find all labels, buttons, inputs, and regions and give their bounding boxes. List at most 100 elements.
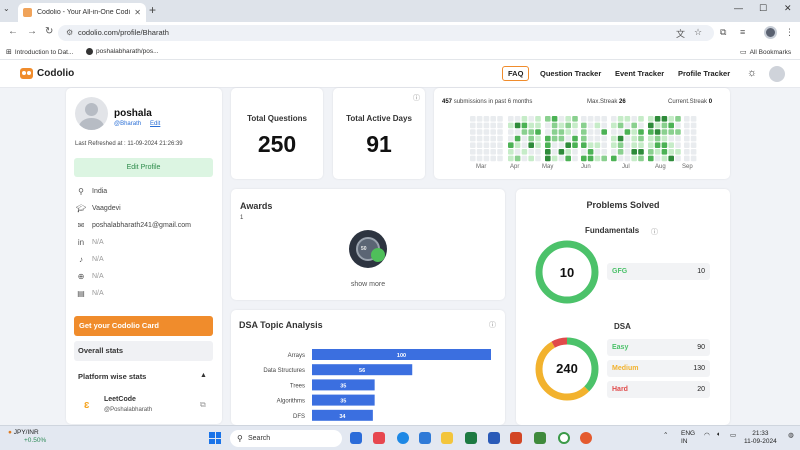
heatmap-cell[interactable]: [565, 149, 571, 155]
heatmap-cell[interactable]: [476, 149, 483, 155]
heatmap-cell[interactable]: [594, 142, 601, 148]
heatmap-cell[interactable]: [528, 142, 534, 148]
chrome-menu-icon[interactable]: ⋮: [785, 27, 794, 37]
heatmap-cell[interactable]: [476, 135, 483, 142]
heatmap-cell[interactable]: [611, 155, 617, 162]
heatmap-cell[interactable]: [690, 116, 697, 122]
heatmap-cell[interactable]: [587, 116, 594, 122]
heatmap-cell[interactable]: [594, 116, 601, 122]
heatmap-cell[interactable]: [545, 122, 551, 129]
edit-handle-link[interactable]: Edit: [150, 121, 161, 127]
heatmap-cell[interactable]: [476, 155, 483, 162]
dsa-bar[interactable]: [312, 379, 375, 391]
bookmark-item[interactable]: ⊞ Introduction to Dat...: [6, 48, 73, 57]
heatmap-cell[interactable]: [558, 116, 565, 122]
new-tab-icon[interactable]: +: [149, 3, 157, 17]
heatmap-cell[interactable]: [668, 135, 674, 142]
heatmap-cell[interactable]: [528, 129, 534, 135]
chrome-icon[interactable]: [580, 432, 592, 444]
heatmap-cell[interactable]: [535, 142, 541, 148]
heatmap-cell[interactable]: [508, 155, 514, 162]
heatmap-cell[interactable]: [668, 129, 674, 135]
heatmap-cell[interactable]: [638, 129, 644, 135]
heatmap-cell[interactable]: [624, 135, 631, 142]
heatmap-cell[interactable]: [594, 129, 601, 135]
heatmap-cell[interactable]: [572, 129, 578, 135]
heatmap-cell[interactable]: [684, 116, 690, 122]
heatmap-cell[interactable]: [470, 142, 476, 148]
heatmap-cell[interactable]: [483, 155, 490, 162]
heatmap-cell[interactable]: [551, 142, 558, 148]
external-link-icon[interactable]: ⧉: [200, 400, 206, 409]
heatmap-cell[interactable]: [558, 135, 565, 142]
heatmap-cell[interactable]: [661, 142, 668, 148]
heatmap-cell[interactable]: [483, 142, 490, 148]
all-bookmarks[interactable]: ▭ All Bookmarks: [740, 48, 791, 57]
heatmap-cell[interactable]: [631, 142, 637, 148]
browser-profile-avatar[interactable]: [764, 26, 777, 39]
heatmap-cell[interactable]: [581, 142, 587, 148]
heatmap-cell[interactable]: [476, 122, 483, 129]
language-indicator[interactable]: ENG IN: [681, 430, 695, 446]
heatmap-cell[interactable]: [490, 122, 496, 129]
heatmap-cell[interactable]: [648, 155, 654, 162]
heatmap-cell[interactable]: [558, 149, 565, 155]
heatmap-cell[interactable]: [483, 129, 490, 135]
heatmap-cell[interactable]: [675, 135, 681, 142]
heatmap-cell[interactable]: [514, 129, 521, 135]
dsa-bar[interactable]: [312, 364, 413, 376]
heatmap-cell[interactable]: [470, 155, 476, 162]
heatmap-cell[interactable]: [654, 135, 661, 142]
bookmark-item[interactable]: poshalabharath/pos...: [86, 48, 159, 55]
heatmap-cell[interactable]: [476, 129, 483, 135]
heatmap-cell[interactable]: [684, 135, 690, 142]
heatmap-cell[interactable]: [661, 116, 668, 122]
heatmap-cell[interactable]: [601, 155, 607, 162]
heatmap-cell[interactable]: [558, 129, 565, 135]
heatmap-cell[interactable]: [470, 149, 476, 155]
heatmap-cell[interactable]: [514, 155, 521, 162]
windows-start-icon[interactable]: [209, 432, 221, 444]
award-badge-icon[interactable]: 50: [349, 230, 387, 268]
heatmap-cell[interactable]: [508, 142, 514, 148]
heatmap-cell[interactable]: [483, 116, 490, 122]
heatmap-cell[interactable]: [654, 122, 661, 129]
wifi-icon[interactable]: ◠: [704, 432, 710, 439]
heatmap-cell[interactable]: [594, 122, 601, 129]
heatmap-cell[interactable]: [617, 149, 624, 155]
heatmap-cell[interactable]: [490, 149, 496, 155]
heatmap-cell[interactable]: [611, 116, 617, 122]
heatmap-cell[interactable]: [490, 135, 496, 142]
heatmap-cell[interactable]: [611, 122, 617, 129]
heatmap-cell[interactable]: [654, 129, 661, 135]
heatmap-cell[interactable]: [624, 142, 631, 148]
heatmap-cell[interactable]: [497, 122, 503, 129]
nav-event-tracker[interactable]: Event Tracker: [615, 69, 665, 78]
heatmap-cell[interactable]: [690, 135, 697, 142]
powerpoint-icon[interactable]: [510, 432, 522, 444]
heatmap-cell[interactable]: [668, 149, 674, 155]
heatmap-cell[interactable]: [668, 122, 674, 129]
heatmap-cell[interactable]: [490, 116, 496, 122]
heatmap-cell[interactable]: [601, 122, 607, 129]
translate-icon[interactable]: 文: [676, 29, 686, 39]
heatmap-cell[interactable]: [675, 149, 681, 155]
dsa-bar[interactable]: [312, 409, 373, 421]
heatmap-cell[interactable]: [638, 122, 644, 129]
heatmap-cell[interactable]: [690, 155, 697, 162]
heatmap-cell[interactable]: [654, 149, 661, 155]
heatmap-cell[interactable]: [497, 135, 503, 142]
heatmap-cell[interactable]: [638, 135, 644, 142]
heatmap-cell[interactable]: [528, 155, 534, 162]
heatmap-cell[interactable]: [675, 155, 681, 162]
heatmap-cell[interactable]: [684, 142, 690, 148]
heatmap-cell[interactable]: [631, 122, 637, 129]
heatmap-cell[interactable]: [521, 116, 528, 122]
heatmap-cell[interactable]: [558, 155, 565, 162]
heatmap-cell[interactable]: [565, 116, 571, 122]
heatmap-cell[interactable]: [601, 116, 607, 122]
collapse-caret-icon[interactable]: ▲: [200, 372, 207, 379]
heatmap-cell[interactable]: [535, 116, 541, 122]
heatmap-cell[interactable]: [476, 116, 483, 122]
heatmap-cell[interactable]: [521, 149, 528, 155]
